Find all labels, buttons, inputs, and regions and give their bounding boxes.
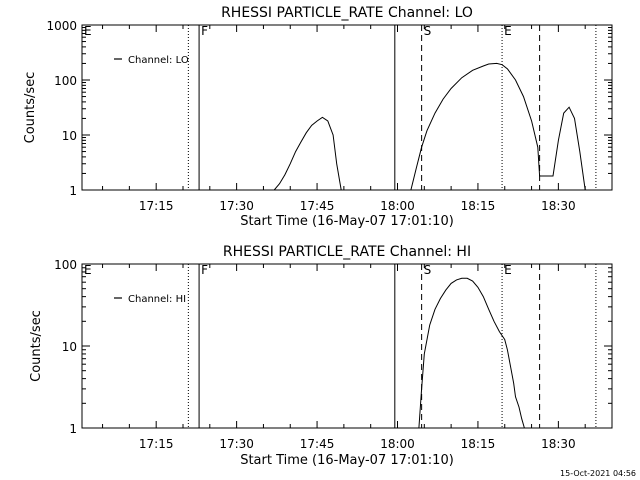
event-marker-label: F: [201, 263, 208, 277]
x-tick-label: 17:15: [139, 437, 174, 451]
x-tick-label: 18:00: [380, 437, 415, 451]
x-tick-label: 17:45: [300, 437, 335, 451]
plot-frame: [81, 263, 613, 429]
x-tick-label: 17:45: [300, 199, 335, 213]
event-marker-label: E: [504, 24, 512, 38]
x-tick-label: 18:30: [541, 437, 576, 451]
event-marker-label: S: [424, 24, 432, 38]
y-tick-label: 10: [62, 340, 77, 354]
y-tick-label: 100: [54, 258, 77, 272]
chart-panel-1: RHESSI PARTICLE_RATE Channel: LO 17:15 17:…: [23, 5, 613, 229]
legend-entry: Channel: LO: [128, 55, 189, 66]
y-axis-label: Counts/sec: [29, 310, 44, 382]
y-tick-label: 1: [69, 184, 77, 198]
x-tick-label: 17:30: [219, 199, 254, 213]
series-line-segment-1: [418, 277, 525, 428]
chart-title: RHESSI PARTICLE_RATE Channel: LO: [221, 5, 473, 21]
y-tick-label: 1000: [46, 19, 77, 33]
x-tick-label: 18:15: [461, 437, 496, 451]
legend-entry: Channel: HI: [128, 294, 186, 305]
series-line-segment-2: [410, 62, 586, 190]
chart-panel-2: RHESSI PARTICLE_RATE Channel: HI 17:15 17:…: [29, 244, 613, 468]
chart-title: RHESSI PARTICLE_RATE Channel: HI: [223, 244, 471, 260]
x-axis-label: Start Time (16-May-07 17:01:10): [240, 214, 454, 229]
plot-frame: [81, 24, 613, 191]
y-tick-label: 100: [54, 74, 77, 88]
footer-timestamp: 15-Oct-2021 04:56: [560, 469, 636, 478]
event-marker-label: E: [84, 24, 92, 38]
event-marker-label: E: [84, 263, 92, 277]
y-axis-label: Counts/sec: [23, 72, 38, 144]
series-line-segment-1: [273, 116, 342, 190]
event-marker-label: F: [201, 24, 208, 38]
event-marker-label: S: [424, 263, 432, 277]
x-tick-label: 17:30: [219, 437, 254, 451]
x-tick-label: 18:30: [541, 199, 576, 213]
x-tick-label: 18:15: [461, 199, 496, 213]
x-axis-label: Start Time (16-May-07 17:01:10): [240, 453, 454, 468]
x-tick-label: 18:00: [380, 199, 415, 213]
event-marker-label: E: [504, 263, 512, 277]
x-tick-label: 17:15: [139, 199, 174, 213]
y-tick-label: 10: [62, 129, 77, 143]
y-tick-label: 1: [69, 422, 77, 436]
